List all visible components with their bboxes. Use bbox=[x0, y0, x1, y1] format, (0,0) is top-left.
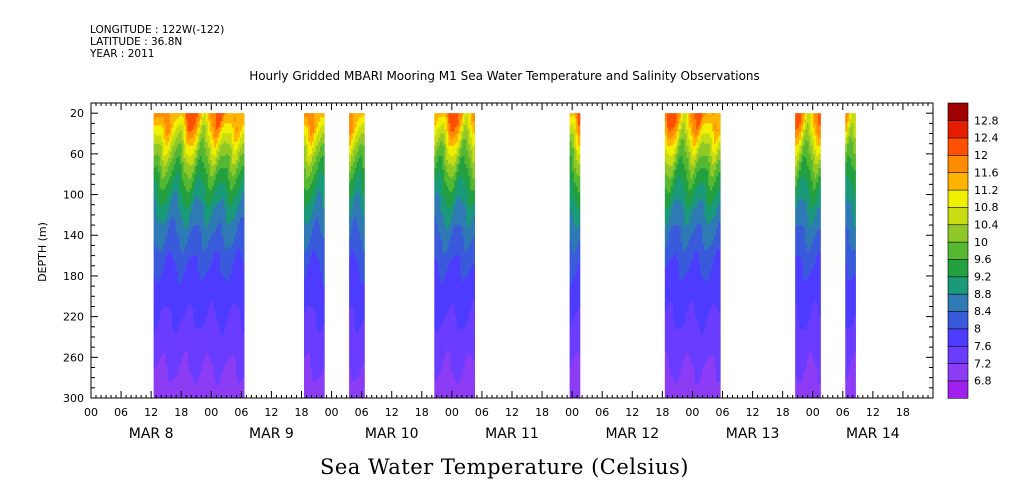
data-segment bbox=[154, 113, 245, 398]
data-segments bbox=[154, 113, 856, 398]
